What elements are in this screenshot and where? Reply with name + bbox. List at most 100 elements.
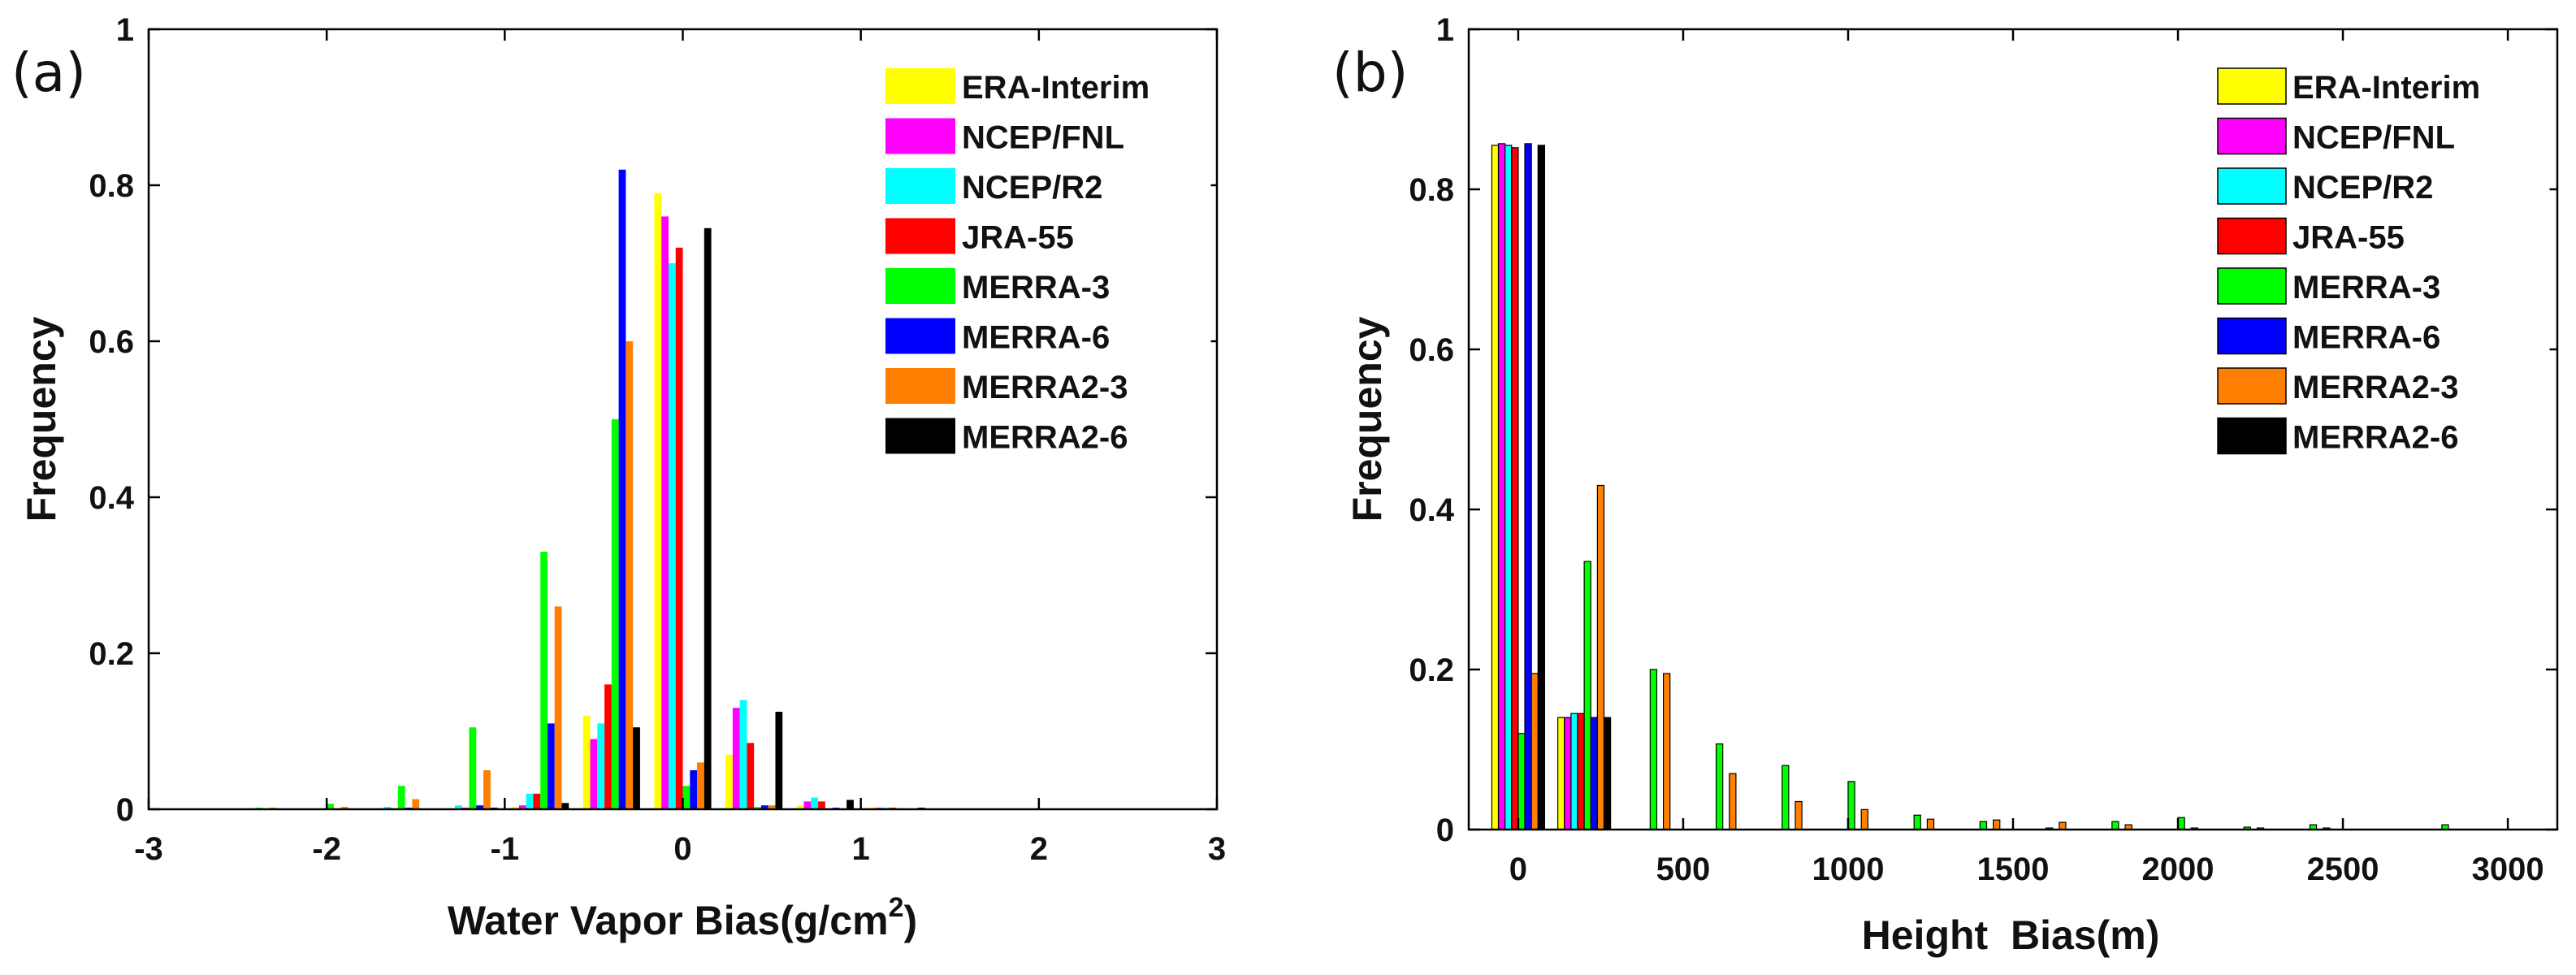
y-tick-label: 0.6 <box>1409 332 1454 368</box>
bar-ncep-fnl <box>661 216 669 809</box>
bar-era-interim <box>512 807 519 809</box>
bar-merra-3 <box>1649 669 1658 830</box>
y-tick-label: 1 <box>116 12 134 48</box>
bar-merra2-3 <box>1993 819 2001 830</box>
bar-merra2-6 <box>1603 717 1612 830</box>
panel-b: (b) 0 500 1000 1500 2000 2500 3000 0 0.2 0.4 0.6 0… <box>1332 12 2559 958</box>
y-tick-label: 1 <box>1436 12 1454 48</box>
bar-ncep-r2 <box>383 807 392 809</box>
bar-merra2-3 <box>412 799 420 809</box>
bar-merra-3 <box>1715 743 1724 830</box>
legend-swatch <box>885 118 955 154</box>
legend-swatch <box>885 418 955 454</box>
bar-era-interim <box>654 193 662 810</box>
bar-ncep-r2 <box>668 263 676 809</box>
legend-swatch <box>2217 217 2287 255</box>
legend-label: MERRA2-6 <box>2292 420 2458 456</box>
bar-era-interim <box>1557 717 1565 830</box>
x-tick-label: 1 <box>852 831 870 867</box>
bar-merra2-6 <box>561 803 569 809</box>
legend-label: NCEP/R2 <box>2292 170 2433 206</box>
bar-merra-3 <box>1979 821 1988 830</box>
panel-a-bars <box>255 169 925 810</box>
x-tick-label: 3 <box>1208 831 1226 867</box>
bar-merra-3 <box>540 552 548 809</box>
legend-swatch <box>885 218 955 254</box>
bar-merra-3 <box>1913 814 1921 830</box>
bar-merra2-6 <box>633 727 640 809</box>
panel-b-legend: ERA-Interim NCEP/FNL NCEP/R2 JRA-55 MERRA-3 M… <box>2207 58 2550 470</box>
bar-jra-55 <box>1577 713 1585 830</box>
legend-label: MERRA-6 <box>962 320 1110 356</box>
bar-merra-3 <box>2111 821 2119 830</box>
bar-merra-3 <box>469 727 477 809</box>
bar-ncep-fnl <box>732 708 740 809</box>
legend-label: MERRA-3 <box>2292 270 2440 306</box>
x-tick-label: 3000 <box>2472 852 2544 887</box>
bar-merra-6 <box>547 723 555 809</box>
legend-label: MERRA-3 <box>962 270 1110 306</box>
bar-merra-6 <box>618 169 626 810</box>
bar-merra2-3 <box>2059 821 2067 830</box>
legend-swatch <box>885 268 955 304</box>
bar-merra2-6 <box>846 800 854 809</box>
bar-merra-6 <box>1590 717 1598 830</box>
bar-ncep-r2 <box>811 797 819 809</box>
legend-label: JRA-55 <box>2292 220 2405 256</box>
y-tick-label: 0.4 <box>89 480 134 516</box>
bar-merra-6 <box>760 805 768 809</box>
x-tick-label: -1 <box>491 831 520 867</box>
panel-b-label: (b) <box>1332 41 1408 104</box>
legend-label: ERA-Interim <box>2292 70 2480 106</box>
bar-jra-55 <box>1511 147 1519 830</box>
bar-ncep-fnl <box>803 801 812 809</box>
bar-merra2-3 <box>1596 484 1605 830</box>
legend-label: NCEP/R2 <box>962 170 1102 206</box>
x-tick-label: 0 <box>673 831 691 867</box>
legend-label: MERRA2-3 <box>2292 370 2458 405</box>
bar-merra2-3 <box>1530 673 1539 830</box>
legend-swatch <box>885 368 955 404</box>
bar-ncep-r2 <box>1570 713 1578 830</box>
panel-a-legend: ERA-Interim NCEP/FNL NCEP/R2 JRA-55 MERRA-3 M… <box>875 58 1211 470</box>
x-tick-label: 0 <box>1509 852 1527 887</box>
bar-merra2-3 <box>768 805 776 809</box>
panel-a-label: (a) <box>11 41 86 104</box>
bar-ncep-r2 <box>739 700 747 809</box>
x-tick-label: -3 <box>134 831 163 867</box>
legend-swatch <box>885 68 955 104</box>
bar-ncep-r2 <box>1504 145 1513 830</box>
bar-era-interim <box>796 805 804 809</box>
bar-jra-55 <box>675 247 683 809</box>
y-tick-label: 0.8 <box>89 168 134 204</box>
x-tick-label: 2 <box>1030 831 1048 867</box>
x-tick-label: 1500 <box>1977 852 2050 887</box>
legend-label: MERRA2-6 <box>962 420 1128 456</box>
y-tick-label: 0.6 <box>89 324 134 360</box>
bar-merra-3 <box>1517 733 1526 830</box>
bar-merra2-3 <box>697 762 704 809</box>
bar-ncep-r2 <box>454 805 462 809</box>
legend-label: NCEP/FNL <box>2292 120 2455 156</box>
legend-swatch <box>2217 117 2287 155</box>
panel-b-legend-entries: ERA-Interim NCEP/FNL NCEP/R2 JRA-55 MERRA-3 M… <box>2217 67 2480 456</box>
y-tick-label: 0 <box>1436 812 1454 848</box>
bar-merra-3 <box>611 419 619 809</box>
x-tick-label: 2500 <box>2307 852 2379 887</box>
panel-a: (a) -3 -2 -1 0 1 2 3 0 0.2 0.4 0.6 0.8 1 Water Vapo… <box>11 12 1226 943</box>
panel-a-x-axis-label: Water Vapor Bias(g/cm2) <box>448 892 917 943</box>
bar-merra2-3 <box>1662 673 1671 830</box>
legend-swatch <box>2217 267 2287 305</box>
bar-jra-55 <box>818 801 825 809</box>
y-tick-label: 0.2 <box>1409 652 1454 688</box>
panel-a-x-ticks: -3 -2 -1 0 1 2 3 <box>134 29 1226 867</box>
panel-a-y-ticks: 0 0.2 0.4 0.6 0.8 1 <box>89 12 1217 828</box>
bar-merra2-6 <box>1537 145 1545 830</box>
bar-merra2-3 <box>340 807 349 809</box>
bar-merra-6 <box>476 805 484 809</box>
bar-merra2-3 <box>1795 800 1803 830</box>
legend-swatch <box>885 168 955 204</box>
bar-merra-3 <box>754 807 761 809</box>
legend-label: MERRA-6 <box>2292 320 2440 356</box>
y-tick-label: 0.8 <box>1409 172 1454 208</box>
